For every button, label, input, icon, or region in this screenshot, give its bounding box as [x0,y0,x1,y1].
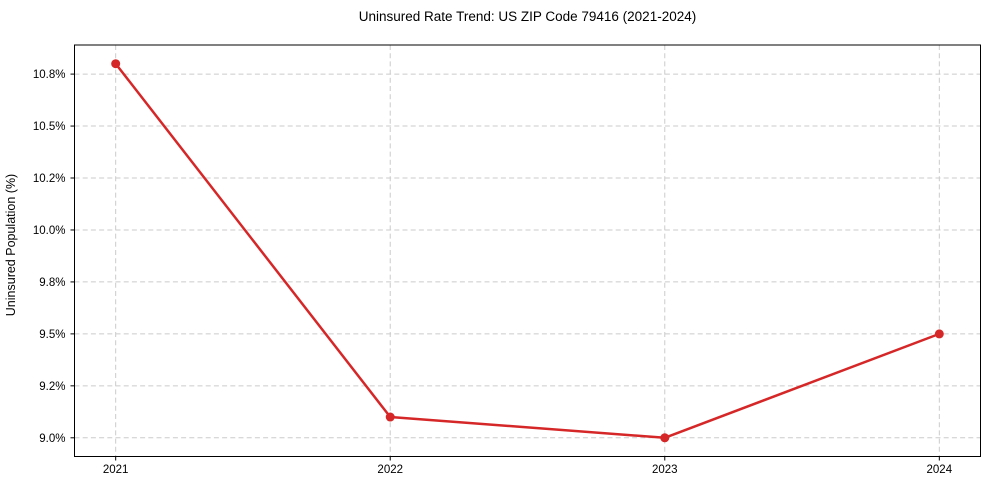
y-tick-label: 10.0% [33,225,66,237]
data-point-2024 [934,329,944,339]
data-point-2022 [385,412,395,422]
y-tick-label: 9.0% [39,433,65,445]
chart-title: Uninsured Rate Trend: US ZIP Code 79416 … [359,9,696,24]
x-tick-label: 2022 [377,464,403,476]
trend-line [114,62,941,440]
x-tick-label: 2024 [927,464,953,476]
y-tick-label: 9.8% [39,277,65,289]
y-axis-label: Uninsured Population (%) [4,174,18,316]
trend-series [111,59,944,443]
data-point-2021 [111,59,121,69]
y-tick-label: 9.5% [39,329,65,341]
y-tick-label: 9.2% [39,381,65,393]
x-tick-label: 2023 [652,464,678,476]
plot-border [74,44,981,457]
grid-layer [74,45,981,457]
x-tick-label: 2021 [103,464,129,476]
axis-layer: 9.0% 9.2% 9.5% 9.8% 10.0% 10.2% 10.5% 10.8% 2021… [33,44,981,476]
data-point-2023 [660,433,670,443]
y-tick-label: 10.8% [33,69,66,81]
y-tick-label: 10.2% [33,173,66,185]
y-tick-label: 10.5% [33,121,66,133]
